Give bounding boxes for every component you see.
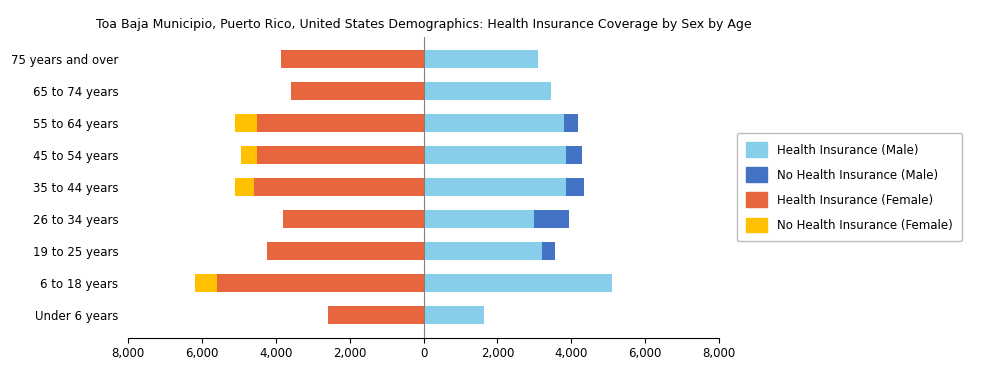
Bar xyxy=(291,82,424,100)
Bar xyxy=(284,210,424,228)
Bar xyxy=(257,115,424,132)
Bar xyxy=(424,242,542,260)
Bar xyxy=(542,242,555,260)
Bar xyxy=(240,146,257,164)
Bar xyxy=(282,50,424,68)
Bar xyxy=(235,115,257,132)
Bar xyxy=(424,210,534,228)
Bar xyxy=(267,242,424,260)
Bar xyxy=(565,146,582,164)
Bar xyxy=(563,115,578,132)
Bar xyxy=(534,210,569,228)
Bar xyxy=(424,178,565,196)
Legend: Health Insurance (Male), No Health Insurance (Male), Health Insurance (Female), : Health Insurance (Male), No Health Insur… xyxy=(737,133,962,241)
Bar xyxy=(424,275,612,292)
Bar xyxy=(235,178,254,196)
Bar xyxy=(424,50,538,68)
Title: Toa Baja Municipio, Puerto Rico, United States Demographics: Health Insurance Co: Toa Baja Municipio, Puerto Rico, United … xyxy=(96,18,752,31)
Bar xyxy=(257,146,424,164)
Bar xyxy=(565,178,584,196)
Bar xyxy=(424,82,551,100)
Bar xyxy=(217,275,424,292)
Bar xyxy=(254,178,424,196)
Bar xyxy=(424,115,563,132)
Bar xyxy=(195,275,217,292)
Bar xyxy=(424,146,565,164)
Bar xyxy=(424,306,485,324)
Bar xyxy=(328,306,424,324)
